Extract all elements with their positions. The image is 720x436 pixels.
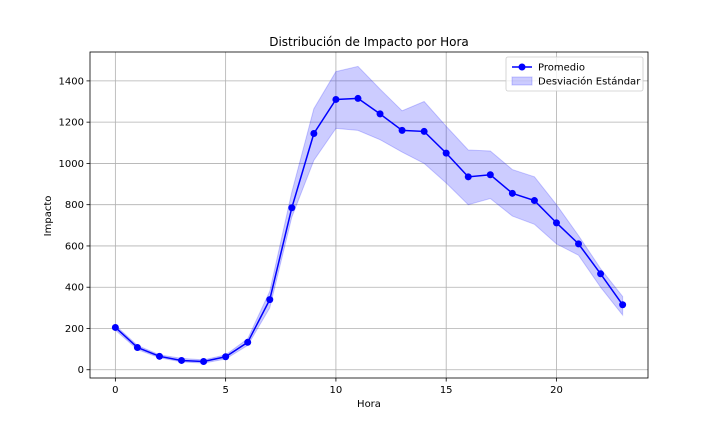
grid-lines [90, 52, 648, 378]
y-axis-label: Impacto [43, 196, 54, 237]
mean-point [244, 338, 252, 346]
legend-label-mean: Promedio [538, 63, 585, 74]
legend: Promedio Desviación Estándar [505, 56, 644, 92]
mean-point [420, 127, 428, 135]
mean-point [619, 301, 627, 309]
mean-point [464, 173, 472, 181]
mean-point [200, 357, 208, 365]
x-tick-label: 5 [222, 385, 228, 396]
mean-point [376, 110, 384, 118]
y-tick-label: 1000 [59, 159, 84, 170]
legend-box [505, 56, 644, 92]
x-tick-label: 20 [550, 385, 563, 396]
mean-point [155, 352, 163, 360]
mean-point [222, 353, 230, 361]
plot-frame [89, 51, 649, 379]
x-axis-label: Hora [357, 399, 381, 410]
mean-point [398, 126, 406, 134]
std-dev-band-layer [114, 65, 624, 364]
x-tick-label: 10 [330, 385, 343, 396]
mean-point [178, 356, 186, 364]
mean-line-layer [111, 94, 627, 365]
mean-point [111, 323, 119, 331]
mean-point [332, 95, 340, 103]
x-tick-label: 15 [440, 385, 453, 396]
mean-point [575, 240, 583, 248]
y-tick-label: 0 [78, 365, 84, 376]
y-tick-label: 400 [65, 283, 84, 294]
mean-point [597, 270, 605, 278]
y-tick-label: 800 [65, 200, 84, 211]
x-tick-label: 0 [112, 385, 118, 396]
mean-point [508, 189, 516, 197]
mean-point [442, 149, 450, 157]
mean-point [530, 197, 538, 205]
legend-band-swatch [511, 76, 533, 86]
mean-point [486, 171, 494, 179]
y-tick-label: 200 [65, 324, 84, 335]
chart-title: Distribución de Impacto por Hora [269, 35, 469, 49]
legend-label-std: Desviación Estándar [538, 76, 641, 88]
mean-point [288, 204, 296, 212]
mean-point [133, 343, 141, 351]
std-dev-band [114, 65, 624, 364]
y-tick-label: 1200 [59, 118, 84, 129]
legend-marker-swatch [518, 63, 526, 71]
mean-point [266, 296, 274, 304]
y-tick-label: 600 [65, 241, 84, 252]
mean-point [354, 94, 362, 102]
mean-point [552, 219, 560, 227]
mean-line [114, 97, 624, 363]
y-tick-label: 1400 [59, 76, 84, 87]
mean-point [310, 130, 318, 137]
